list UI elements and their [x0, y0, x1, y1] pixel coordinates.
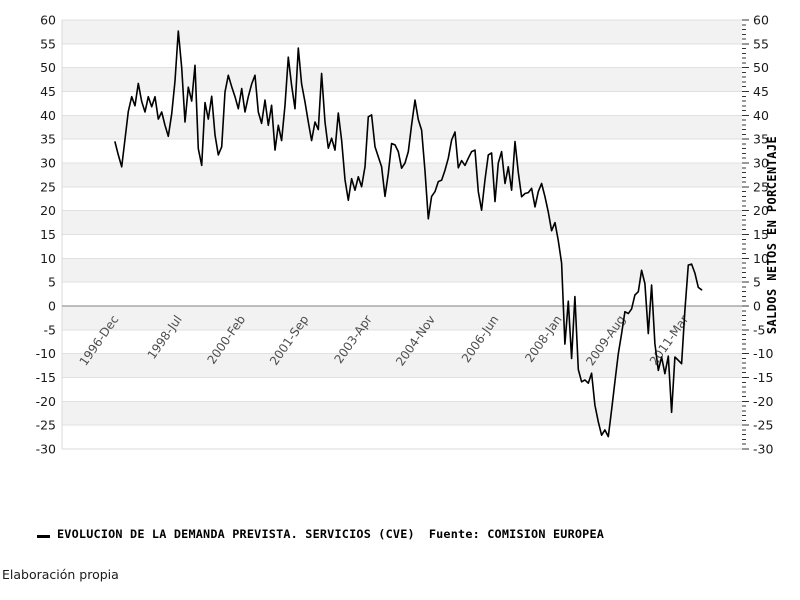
y-axis-label-right: 15: [753, 227, 769, 242]
y-axis-label-right: -5: [753, 322, 765, 337]
y-axis-label-right: 25: [753, 179, 769, 194]
plot-band: [62, 210, 742, 235]
plot-band: [62, 67, 742, 92]
y-axis-label-left: 45: [40, 84, 56, 99]
y-axis-label-right: 60: [753, 13, 769, 28]
y-axis-label-left: 40: [40, 108, 56, 123]
y-axis-label-right: -10: [753, 346, 773, 361]
y-axis-label-right: -15: [753, 370, 773, 385]
y-axis-label-left: 35: [40, 132, 56, 147]
y-axis-label-right: 5: [753, 275, 761, 290]
y-axis-label-right: 50: [753, 60, 769, 75]
y-axis-label-right: -25: [753, 418, 773, 433]
y-axis-label-left: 0: [48, 299, 56, 314]
plot-band: [62, 20, 742, 44]
plot-band: [62, 115, 742, 140]
legend-series-label: EVOLUCION DE LA DEMANDA PREVISTA. SERVIC…: [57, 527, 415, 541]
y-axis-label-left: 55: [40, 36, 56, 51]
plot-band: [62, 306, 742, 330]
y-axis-label-left: 10: [40, 251, 56, 266]
y-axis-label-left: 5: [48, 275, 56, 290]
legend: EVOLUCION DE LA DEMANDA PREVISTA. SERVIC…: [37, 527, 604, 541]
legend-source-label: Fuente: COMISION EUROPEA: [428, 527, 605, 541]
legend-line-sample-icon: [37, 534, 50, 538]
y-axis-label-left: 20: [40, 203, 56, 218]
series-line: [114, 30, 703, 438]
y-axis-label-right: -20: [753, 394, 773, 409]
y-axis-label-left: -25: [36, 418, 56, 433]
y-axis-label-right: 45: [753, 84, 769, 99]
y-axis-label-left: -10: [36, 346, 56, 361]
y-axis-label-left: 15: [40, 227, 56, 242]
y-axis-label-right: 10: [753, 251, 769, 266]
plot-band: [62, 401, 742, 426]
y-axis-label-left: 25: [40, 179, 56, 194]
y-axis-label-left: 50: [40, 60, 56, 75]
y-axis-label-left: 30: [40, 156, 56, 171]
y-axis-label-left: -5: [44, 322, 56, 337]
y-axis-label-left: -15: [36, 370, 56, 385]
y-axis-label-right: 0: [753, 299, 761, 314]
plot-band: [62, 258, 742, 283]
y-axis-label-right: 40: [753, 108, 769, 123]
credit-note: Elaboración propia: [2, 567, 119, 582]
y-axis-label-right: 30: [753, 156, 769, 171]
y-axis-label-left: -20: [36, 394, 56, 409]
y-axis-label-right: 35: [753, 132, 769, 147]
plot-band: [62, 163, 742, 187]
plot-band: [62, 353, 742, 378]
y-axis-label-left: 60: [40, 13, 56, 28]
y-axis-label-right: -30: [753, 442, 773, 457]
y-axis-label-left: -30: [36, 442, 56, 457]
y-axis-title-right: SALDOS NETOS EN PORCENTAJE: [765, 136, 779, 334]
y-axis-label-right: 20: [753, 203, 769, 218]
y-axis-label-right: 55: [753, 36, 769, 51]
